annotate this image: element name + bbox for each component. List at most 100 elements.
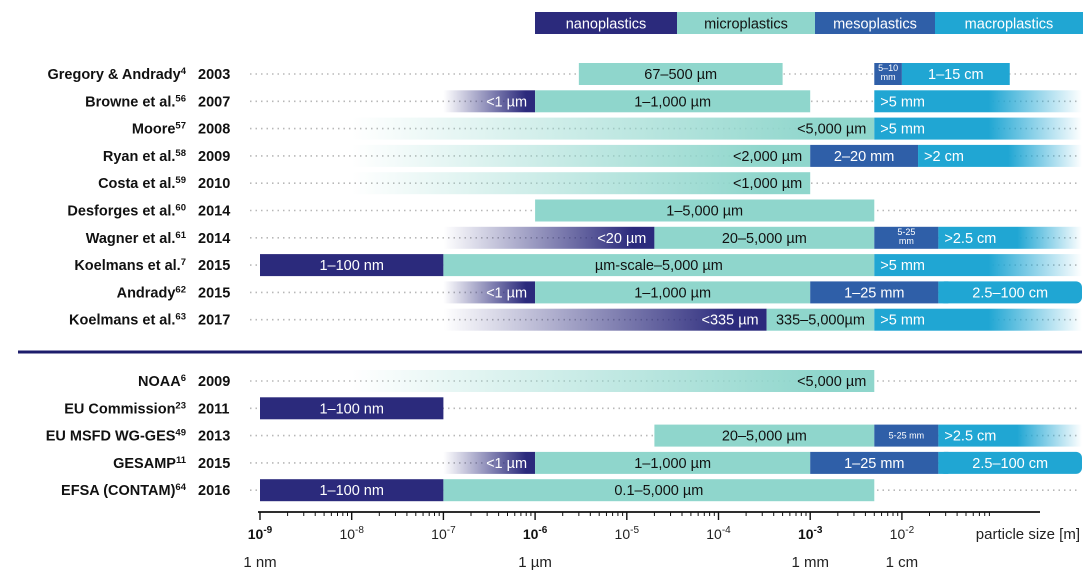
range-bar-micro: [351, 172, 811, 195]
legend-swatch: [935, 12, 1083, 34]
x-tick-exponent: -7: [447, 525, 456, 536]
range-bar-micro: [351, 144, 811, 167]
range-bar-macro: [938, 226, 1082, 249]
study-name: Ryan et al.58: [103, 148, 186, 165]
range-label: µm-scale–5,000 µm: [595, 258, 723, 274]
x-tick-label: 10-3: [798, 525, 823, 542]
study-name-text: Costa et al.: [98, 176, 175, 192]
study-name-text: EFSA (CONTAM): [61, 483, 176, 499]
range-label: 1–1,000 µm: [634, 285, 711, 301]
range-label: >5 mm: [880, 313, 925, 329]
x-tick-label: 10-6: [523, 525, 548, 542]
study-reference: 49: [175, 428, 186, 439]
range-bar-nano: [443, 281, 536, 304]
study-name-text: Ryan et al.: [103, 149, 176, 165]
range-bar-macro: [874, 117, 1082, 140]
range-bar-micro: [654, 226, 875, 249]
study-reference: 64: [175, 482, 186, 493]
study-name-text: Desforges et al.: [67, 204, 175, 220]
range-bar-micro: [535, 199, 875, 222]
range-bar-macro: [874, 308, 1082, 331]
range-label: 1–1,000 µm: [634, 94, 711, 110]
study-name-text: Andrady: [117, 285, 176, 301]
x-tick-base: 10: [339, 526, 355, 542]
study-reference: 23: [175, 400, 186, 411]
x-axis-title: particle size [m]: [976, 526, 1080, 543]
study-name-text: Wagner et al.: [86, 231, 176, 247]
study-row: Desforges et al.60 2014 1–5,000 µm: [67, 199, 1080, 222]
range-label-line: 5–10: [878, 63, 898, 73]
range-label: 335–5,000µm: [776, 313, 865, 329]
study-reference: 11: [176, 455, 187, 466]
x-tick-base: 10: [431, 526, 447, 542]
study-year: 2014: [198, 231, 230, 247]
study-name: GESAMP11: [113, 455, 187, 472]
study-row: Koelmans et al.7 2015 1–100 nm µm-scale–5,0…: [74, 254, 1082, 277]
study-name-text: Gregory & Andrady: [47, 67, 180, 83]
study-rows: Gregory & Andrady4 2003 67–500 µm 5–10 mm 1–1…: [18, 63, 1082, 502]
study-reference: 58: [175, 148, 186, 159]
study-name: Wagner et al.61: [86, 230, 187, 247]
range-bar-macro: [874, 90, 1082, 113]
range-bar-micro: [766, 308, 875, 331]
legend-label: mesoplastics: [833, 17, 917, 33]
range-bar-meso: [874, 424, 939, 447]
range-bar-nano: [443, 308, 767, 331]
study-name: Moore57: [132, 121, 186, 138]
range-bar-macro: [874, 254, 1082, 277]
range-bar-nano: [443, 451, 536, 474]
range-label: 0.1–5,000 µm: [614, 483, 703, 499]
x-tick-exponent: -9: [263, 525, 272, 536]
study-reference: 57: [175, 121, 186, 132]
x-tick-label: 10-9: [248, 525, 273, 542]
study-name: Browne et al.56: [85, 93, 186, 110]
range-bar-nano: [260, 254, 444, 277]
study-year: 2011: [198, 401, 229, 417]
study-year: 2015: [198, 285, 230, 301]
range-label: 2.5–100 cm: [972, 285, 1048, 301]
study-reference: 63: [175, 312, 186, 323]
study-year: 2009: [198, 374, 230, 390]
range-label: 1–25 mm: [844, 285, 904, 301]
range-bar-macro: [938, 451, 1082, 474]
study-year: 2015: [198, 456, 230, 472]
study-reference: 6: [181, 373, 186, 384]
range-bar-nano: [260, 479, 444, 502]
range-label: >5 mm: [880, 94, 925, 110]
study-name: Desforges et al.60: [67, 203, 186, 220]
study-year: 2016: [198, 483, 230, 499]
x-tick-exponent: -5: [630, 525, 639, 536]
range-label: 1–15 cm: [928, 67, 984, 83]
range-bar-nano: [443, 90, 536, 113]
x-tick-base: 10: [798, 526, 814, 542]
legend-swatch: [815, 12, 935, 34]
range-label: <1,000 µm: [733, 176, 802, 192]
x-unit-label: 1 nm: [243, 554, 276, 571]
study-reference: 7: [181, 257, 186, 268]
range-label: 1–100 nm: [319, 401, 384, 417]
study-year: 2017: [198, 313, 230, 329]
range-bar-micro: [535, 281, 811, 304]
study-year: 2009: [198, 149, 230, 165]
range-label: <1 µm: [486, 456, 527, 472]
study-year: 2015: [198, 258, 230, 274]
study-name: EU MSFD WG-GES49: [46, 428, 186, 445]
range-label: <1 µm: [486, 94, 527, 110]
range-label: <335 µm: [702, 313, 759, 329]
study-name-text: GESAMP: [113, 456, 176, 472]
study-year: 2010: [198, 176, 230, 192]
range-label: 5-25 mm: [897, 227, 915, 246]
range-bar-macro: [901, 63, 1010, 85]
x-tick-label: 10-5: [615, 525, 640, 542]
x-tick-base: 10: [706, 526, 722, 542]
study-reference: 59: [175, 175, 186, 186]
x-tick-exponent: -3: [814, 525, 823, 536]
range-bar-corner-fill: [938, 281, 949, 304]
range-bar-nano: [443, 226, 655, 249]
study-name: Gregory & Andrady4: [47, 66, 186, 83]
x-tick-base: 10: [615, 526, 631, 542]
range-label-line: mm: [881, 72, 896, 82]
range-bar-meso: [874, 63, 902, 85]
study-name-text: Browne et al.: [85, 94, 175, 110]
study-year: 2003: [198, 67, 230, 83]
